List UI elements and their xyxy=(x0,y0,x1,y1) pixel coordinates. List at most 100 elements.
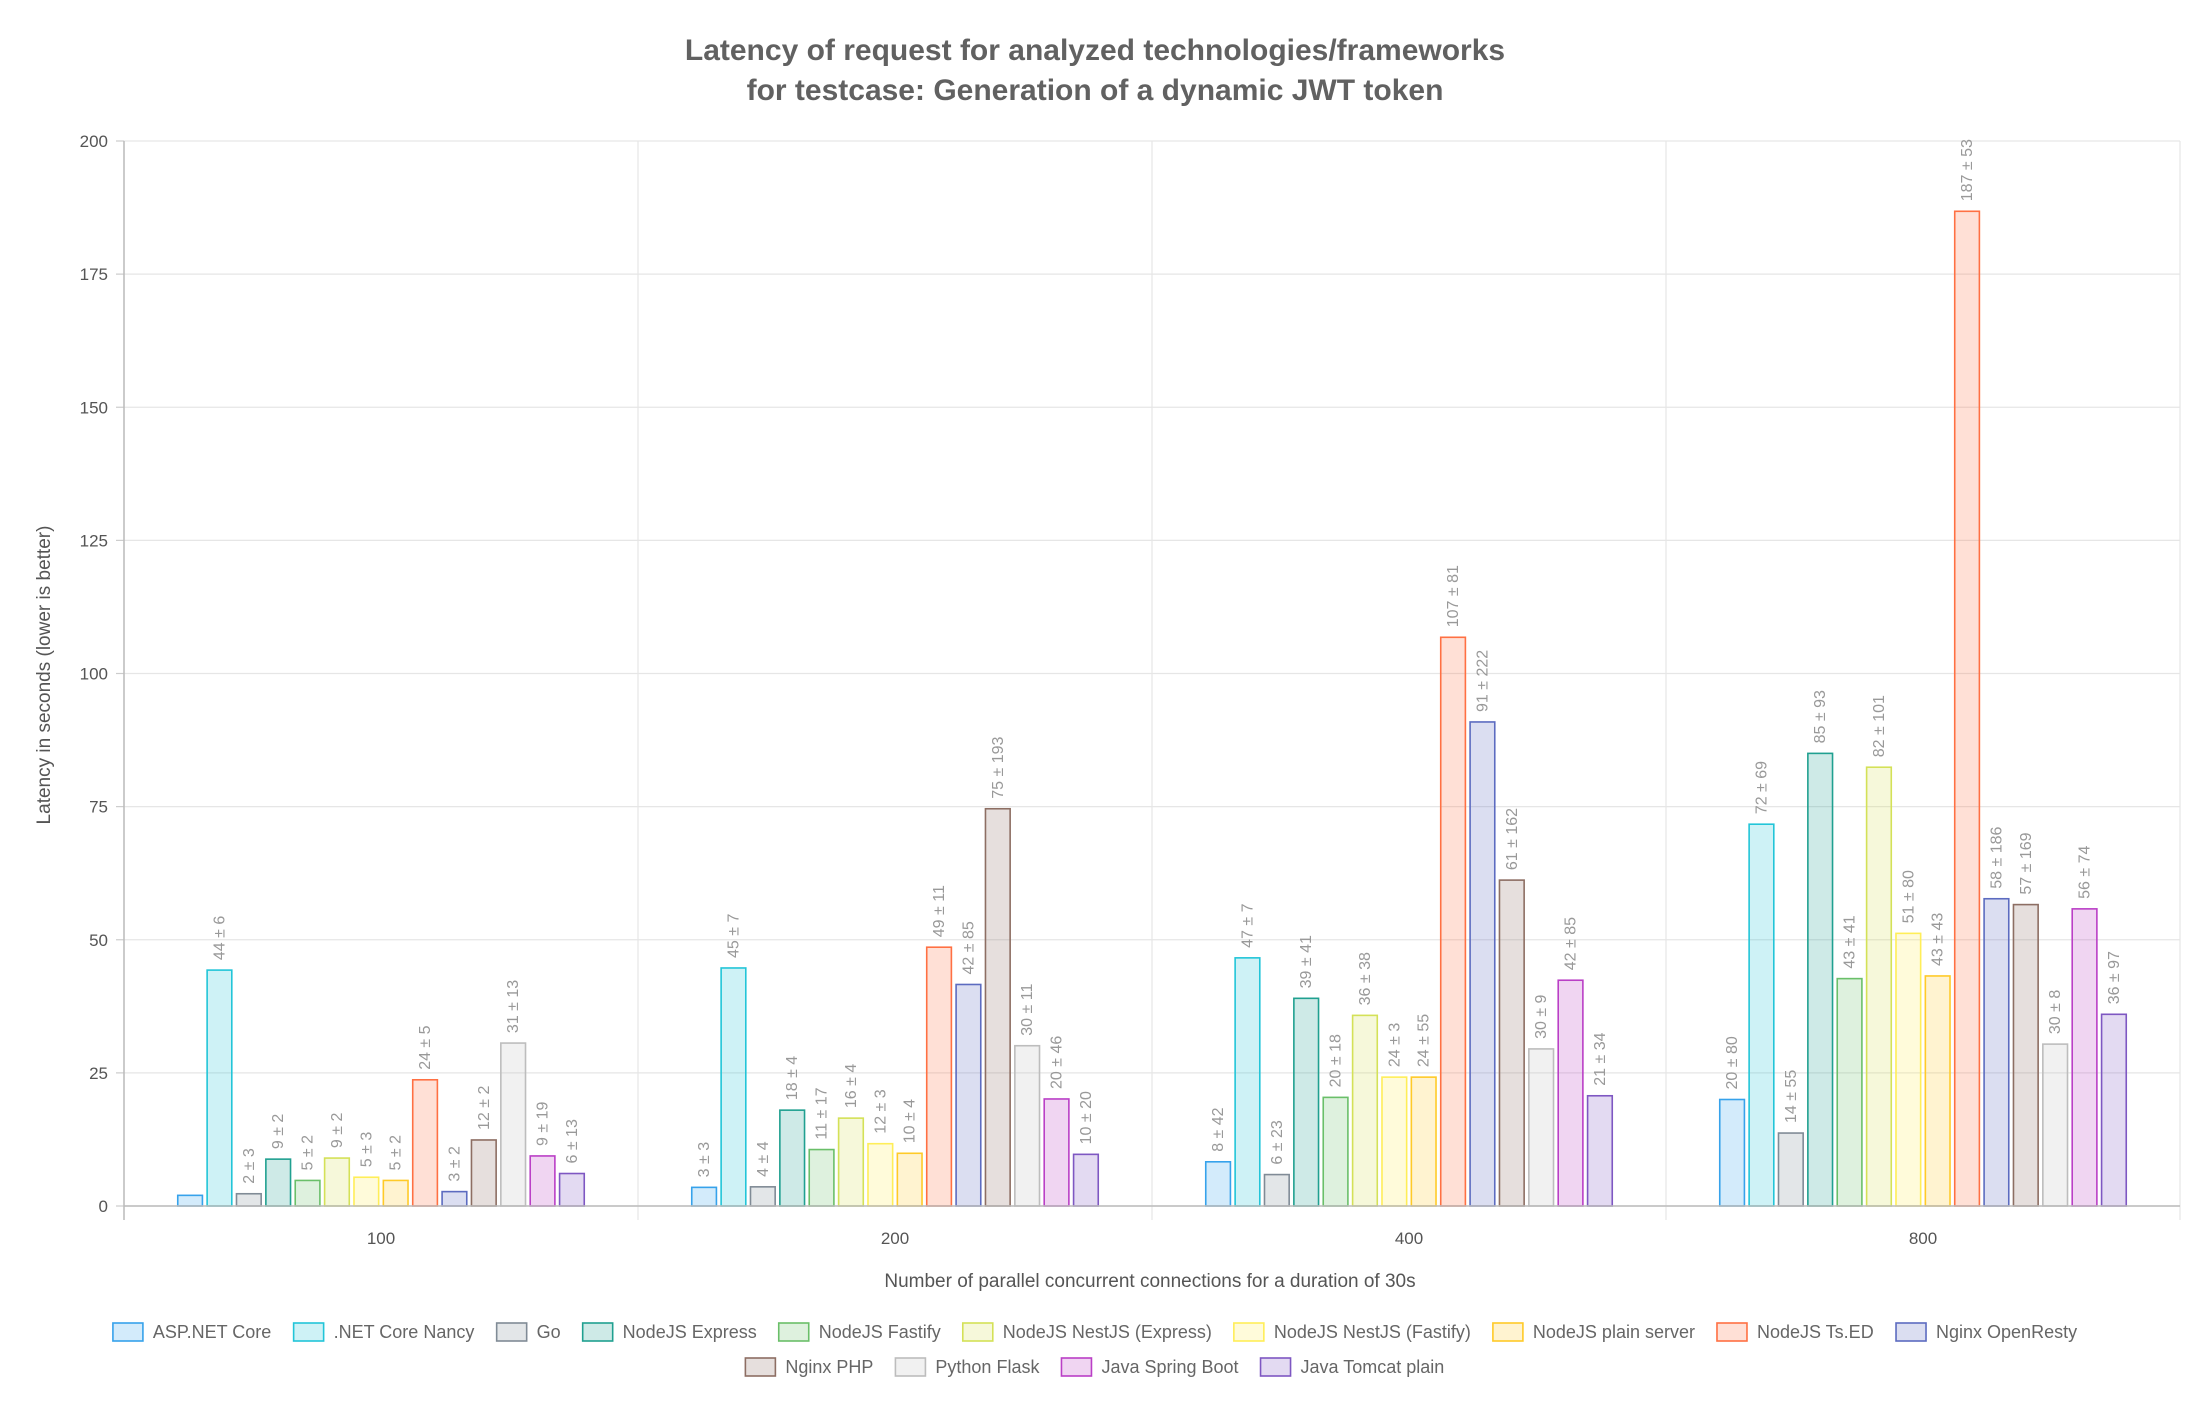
data-label: 14 ± 55 xyxy=(1783,1070,1800,1123)
bar xyxy=(441,1190,468,1207)
bar xyxy=(1381,1076,1408,1207)
bar xyxy=(1204,1161,1232,1207)
data-label: 24 ± 3 xyxy=(1386,1023,1403,1067)
data-label: 10 ± 4 xyxy=(902,1099,919,1143)
bar xyxy=(1014,1044,1041,1207)
bar xyxy=(1865,766,1893,1207)
data-label: 36 ± 97 xyxy=(2106,951,2123,1004)
legend-label: NodeJS Ts.ED xyxy=(1757,1322,1874,1342)
data-label: 58 ± 186 xyxy=(1988,826,2005,888)
bar xyxy=(1748,823,1775,1207)
data-label: 75 ± 193 xyxy=(990,736,1007,798)
legend-swatch xyxy=(744,1357,777,1377)
legend-item[interactable]: NodeJS NestJS (Express) xyxy=(961,1322,1212,1342)
data-label: 82 ± 101 xyxy=(1871,695,1888,757)
bar xyxy=(1293,997,1320,1207)
data-label: 57 ± 169 xyxy=(2018,832,2035,894)
bar xyxy=(1983,897,2010,1207)
legend: ASP.NET Core .NET Core Nancy Go NodeJS Expr… xyxy=(112,1322,2077,1377)
bar xyxy=(749,1186,776,1207)
bar xyxy=(2071,908,2098,1207)
bar xyxy=(529,1155,556,1207)
bar xyxy=(1528,1048,1555,1207)
bar xyxy=(1410,1076,1437,1207)
legend-item[interactable]: ASP.NET Core xyxy=(112,1322,271,1342)
bar xyxy=(808,1148,835,1207)
bar xyxy=(294,1179,321,1207)
bar xyxy=(690,1186,718,1207)
legend-label: Java Tomcat plain xyxy=(1301,1357,1445,1377)
y-tick-label: 175 xyxy=(80,265,108,284)
bar xyxy=(1351,1014,1379,1207)
data-label: 61 ± 162 xyxy=(1504,808,1521,870)
legend-label: Python Flask xyxy=(935,1357,1040,1377)
legend-label: Nginx OpenResty xyxy=(1936,1322,2077,1342)
bar xyxy=(2012,903,2039,1207)
bar xyxy=(1072,1153,1100,1207)
legend-swatch xyxy=(495,1322,528,1342)
data-label: 12 ± 2 xyxy=(476,1086,493,1130)
data-label: 30 ± 11 xyxy=(1019,984,1036,1036)
legend-item[interactable]: NodeJS NestJS (Fastify) xyxy=(1233,1322,1471,1342)
legend-item[interactable]: Nginx PHP xyxy=(744,1357,873,1377)
legend-swatch xyxy=(961,1322,994,1342)
legend-swatch xyxy=(1233,1322,1265,1342)
y-tick-label: 75 xyxy=(89,798,108,817)
legend-item[interactable]: NodeJS plain server xyxy=(1492,1322,1695,1342)
legend-item[interactable]: Java Tomcat plain xyxy=(1259,1357,1445,1377)
bar xyxy=(382,1179,409,1207)
bar xyxy=(1557,979,1584,1207)
x-tick-label: 800 xyxy=(1909,1229,1937,1248)
x-tick-label: 400 xyxy=(1395,1229,1423,1248)
legend-label: NodeJS Express xyxy=(623,1322,757,1342)
legend-item[interactable]: Python Flask xyxy=(894,1357,1040,1377)
data-label: 30 ± 8 xyxy=(2047,990,2064,1034)
data-label: 30 ± 9 xyxy=(1533,994,1550,1038)
bar xyxy=(411,1078,439,1207)
data-label: 5 ± 2 xyxy=(388,1135,405,1171)
chart-title-line-2: for testcase: Generation of a dynamic JW… xyxy=(747,74,1444,107)
bar xyxy=(1263,1173,1290,1207)
data-label: 91 ± 222 xyxy=(1474,650,1491,712)
bar xyxy=(779,1109,806,1207)
bar xyxy=(1234,957,1261,1207)
data-label: 31 ± 13 xyxy=(505,980,522,1033)
legend-item[interactable]: Go xyxy=(495,1322,561,1342)
data-label: 8 ± 42 xyxy=(1210,1107,1227,1151)
legend-item[interactable]: NodeJS Ts.ED xyxy=(1716,1322,1874,1342)
data-label: 9 ± 2 xyxy=(329,1113,346,1149)
x-tick-label: 100 xyxy=(367,1229,395,1248)
legend-swatch xyxy=(581,1322,614,1342)
data-label: 49 ± 11 xyxy=(931,885,948,937)
legend-swatch xyxy=(1895,1322,1927,1342)
data-label: 187 ± 53 xyxy=(1959,139,1976,201)
data-label: 42 ± 85 xyxy=(960,921,977,974)
y-tick-label: 25 xyxy=(89,1064,108,1083)
bar xyxy=(470,1139,497,1207)
bar xyxy=(1807,752,1834,1207)
data-label: 107 ± 81 xyxy=(1445,565,1462,627)
legend-item[interactable]: NodeJS Express xyxy=(581,1322,757,1342)
data-label: 85 ± 93 xyxy=(1812,690,1829,743)
legend-item[interactable]: .NET Core Nancy xyxy=(292,1322,475,1342)
data-label: 72 ± 69 xyxy=(1753,761,1770,814)
bar xyxy=(984,807,1011,1207)
data-label: 6 ± 23 xyxy=(1269,1120,1286,1164)
bar xyxy=(500,1042,527,1207)
bar xyxy=(1953,210,1981,1207)
y-tick-label: 50 xyxy=(89,931,108,950)
legend-item[interactable]: Java Spring Boot xyxy=(1060,1357,1239,1377)
bar xyxy=(353,1176,380,1207)
data-label: 9 ± 2 xyxy=(270,1114,287,1150)
chart-title-line-1: Latency of request for analyzed technolo… xyxy=(685,34,1505,67)
bar xyxy=(1895,932,1922,1207)
data-label: 3 ± 2 xyxy=(446,1146,463,1182)
legend-swatch xyxy=(112,1322,144,1342)
legend-swatch xyxy=(1492,1322,1524,1342)
bars xyxy=(176,210,2128,1207)
bar xyxy=(265,1158,292,1207)
legend-item[interactable]: NodeJS Fastify xyxy=(777,1322,941,1342)
bar xyxy=(235,1192,262,1207)
legend-item[interactable]: Nginx OpenResty xyxy=(1895,1322,2077,1342)
